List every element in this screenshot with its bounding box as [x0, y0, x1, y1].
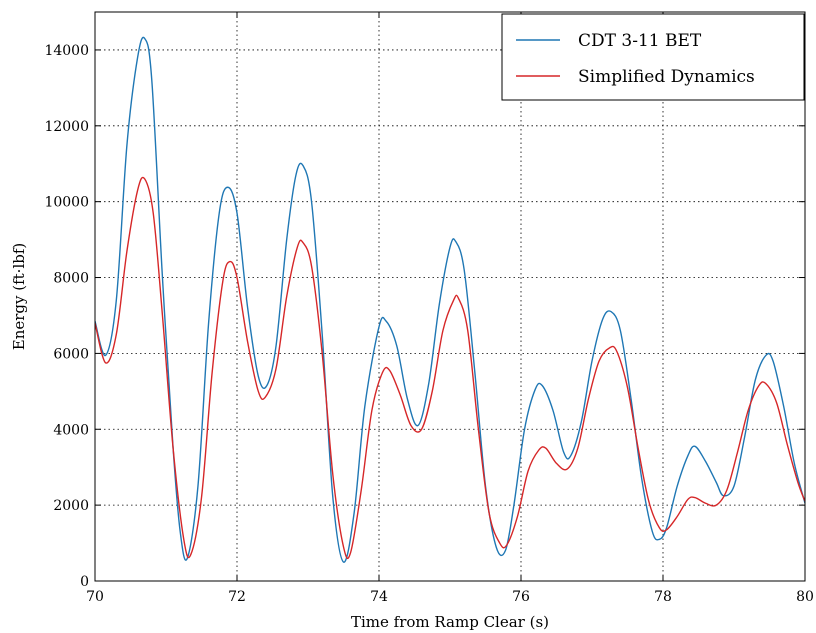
y-axis-label: Energy (ft·lbf): [10, 243, 28, 351]
y-tick-label: 0: [80, 574, 89, 590]
y-tick-label: 14000: [44, 43, 89, 59]
x-tick-label: 76: [512, 589, 530, 605]
y-tick-label: 4000: [53, 422, 89, 438]
series-lines: [95, 36, 805, 563]
x-tick-label: 78: [654, 589, 672, 605]
x-tick-label: 80: [796, 589, 814, 605]
legend-box: [501, 13, 805, 101]
y-tick-label: 12000: [44, 119, 89, 135]
y-tick-label: 8000: [53, 271, 89, 287]
legend-label-cdt-3-11-bet: CDT 3-11 BET: [578, 31, 702, 51]
x-axis-label: Time from Ramp Clear (s): [351, 613, 549, 631]
x-tick-label: 70: [86, 589, 104, 605]
x-tick-label: 74: [370, 589, 388, 605]
y-tick-label: 2000: [53, 498, 89, 514]
y-tick-label: 10000: [44, 195, 89, 211]
y-tick-label: 6000: [53, 346, 89, 362]
series-line-simplified-dynamics: [95, 176, 805, 560]
grid: [95, 12, 805, 581]
series-line-cdt-3-11-bet: [95, 36, 805, 563]
plot-area-frame: [94, 11, 806, 582]
legend: CDT 3-11 BET Simplified Dynamics: [501, 13, 805, 101]
x-tick-label: 72: [228, 589, 246, 605]
legend-label-simplified-dynamics: Simplified Dynamics: [578, 67, 755, 87]
tick-labels: 70 72 74 76 78 80 0 2000 4000 6000 8000 10000 12000 1…: [44, 43, 813, 605]
